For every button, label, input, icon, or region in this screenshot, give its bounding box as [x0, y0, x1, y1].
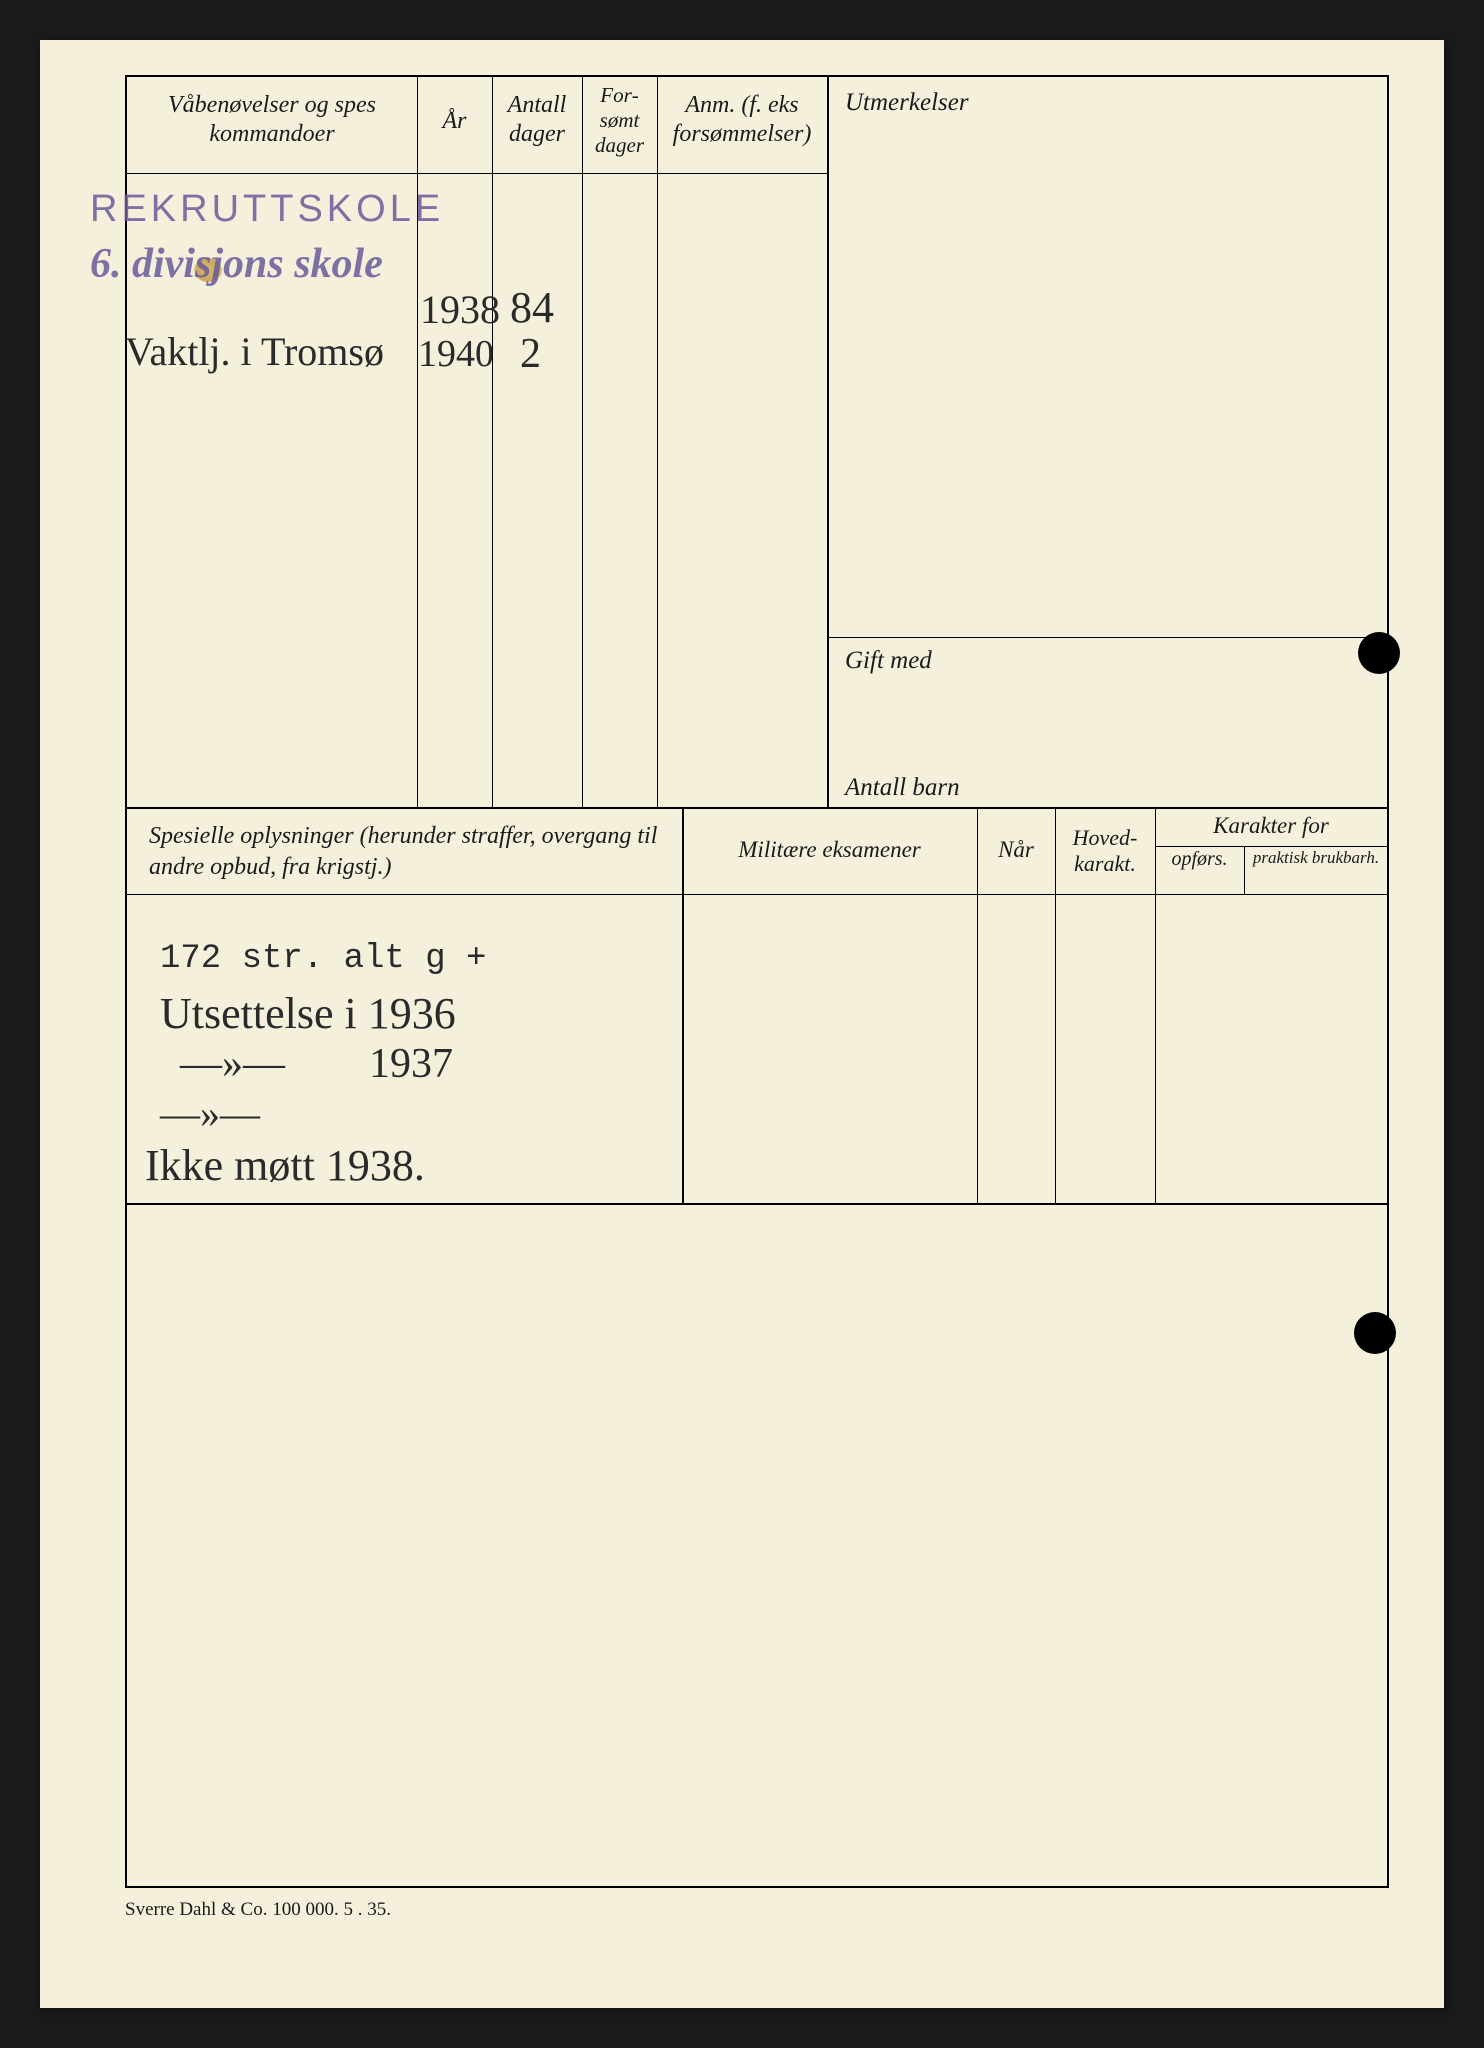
header-absent: For­sømt dager: [582, 77, 657, 167]
hw-desc-2: Vaktlj. i Tromsø: [125, 328, 384, 375]
typed-note: 172 str. alt g +: [160, 940, 486, 978]
hw-year-1: 1938: [420, 286, 500, 333]
hw-days-1: 84: [510, 282, 554, 333]
stamp-divisjon: 6. divisjons skole: [90, 240, 383, 288]
children-label: Antall barn: [845, 774, 960, 802]
header-grade-group: Karakter for: [1155, 807, 1387, 847]
header-when: Når: [977, 807, 1055, 895]
hw-special-2: —»— 1937: [180, 1040, 453, 1088]
col-main-grade: Hoved­karakt.: [1055, 807, 1156, 1203]
hw-special-3: —»—: [160, 1090, 260, 1137]
col-when: Når: [977, 807, 1056, 1203]
top-section: Våbenøvelser og spes kommandoer År Antal…: [127, 77, 1387, 807]
header-practical: praktisk bruk­barh.: [1245, 847, 1387, 895]
header-conduct: opførs.: [1155, 847, 1245, 895]
header-remarks: Anm. (f. eks forsømmelser): [657, 77, 827, 157]
col-grades-group: Karakter for opførs. praktisk bruk­barh.: [1155, 807, 1387, 1203]
col-exam-name: Militære eksamener: [682, 807, 978, 1203]
hw-special-1: Utsettelse i 1936: [160, 988, 456, 1039]
awards-label: Utmerkelser: [827, 77, 1387, 129]
stamp-rekruttskole: REKRUTTSKOLE: [90, 188, 444, 231]
printer-footer: Sverre Dahl & Co. 100 000. 5 . 35.: [125, 1899, 391, 1921]
col-days: Antall dager: [492, 77, 583, 807]
hw-year-2: 1940: [418, 332, 494, 376]
awards-box: Utmerkelser: [827, 77, 1387, 638]
hw-special-4: Ikke møtt 1938.: [145, 1140, 425, 1191]
hw-days-2: 2: [520, 330, 541, 378]
col-remarks: Anm. (f. eks forsømmelser): [657, 77, 827, 807]
header-exercises: Våbenøvelser og spes kommandoer: [127, 77, 417, 173]
exam-table: Militære eksamener Når Hoved­karakt. Kar…: [682, 807, 1387, 1205]
header-exam-name: Militære eksamener: [682, 807, 977, 895]
record-card: Våbenøvelser og spes kommandoer År Antal…: [40, 40, 1444, 2008]
punch-hole-bottom: [1354, 1312, 1396, 1354]
col-absent: For­sømt dager: [582, 77, 658, 807]
scan-background: Våbenøvelser og spes kommandoer År Antal…: [0, 0, 1484, 2048]
punch-hole-top: [1358, 632, 1400, 674]
col-exercises: Våbenøvelser og spes kommandoer: [127, 77, 418, 807]
special-info-header: Spesielle oplysninger (herunder straffer…: [127, 807, 682, 895]
header-year: År: [417, 77, 492, 144]
col-year: År: [417, 77, 493, 807]
header-main-grade: Hoved­karakt.: [1055, 807, 1155, 895]
married-label: Gift med: [827, 637, 1387, 685]
exercises-table: Våbenøvelser og spes kommandoer År Antal…: [127, 77, 829, 807]
header-days: Antall dager: [492, 77, 582, 157]
